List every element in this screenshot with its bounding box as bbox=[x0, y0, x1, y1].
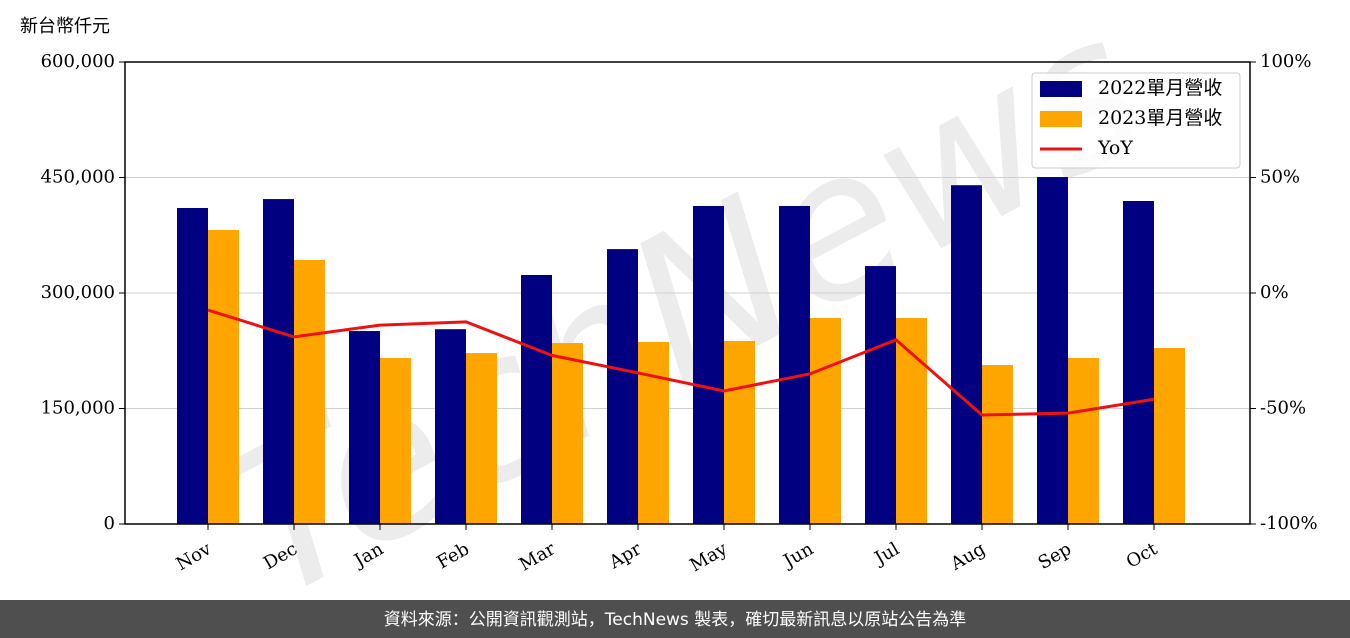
watermark: TechNews bbox=[188, 0, 1178, 638]
x-tick-label: Apr bbox=[605, 538, 645, 573]
y2-tick-label: -50% bbox=[1260, 398, 1306, 419]
y2-tick-label: 0% bbox=[1260, 282, 1289, 303]
bar bbox=[638, 341, 669, 524]
bar bbox=[435, 329, 466, 524]
legend-swatch bbox=[1040, 81, 1082, 97]
bar bbox=[552, 343, 583, 524]
y-tick-label: 450,000 bbox=[41, 167, 115, 188]
bar bbox=[607, 249, 638, 525]
x-tick-label: Sep bbox=[1035, 538, 1075, 573]
bar bbox=[779, 205, 810, 525]
y2-tick-label: 100% bbox=[1260, 51, 1311, 72]
y-tick-label: 150,000 bbox=[41, 398, 115, 419]
bar bbox=[865, 266, 896, 524]
plot-frame bbox=[124, 61, 1251, 525]
x-tick-label: Nov bbox=[173, 538, 216, 575]
x-tick-label: Jun bbox=[778, 538, 817, 573]
y2-tick-label: 50% bbox=[1260, 167, 1300, 188]
legend-label: 2023單月營收 bbox=[1098, 107, 1222, 129]
line bbox=[207, 308, 1155, 417]
bar bbox=[521, 274, 552, 524]
x-tick-label: Oct bbox=[1123, 538, 1162, 573]
bar bbox=[263, 199, 294, 524]
y-tick-label: 300,000 bbox=[41, 282, 115, 303]
legend-swatch bbox=[1040, 111, 1082, 127]
bar bbox=[466, 353, 497, 524]
y-tick-label: 600,000 bbox=[41, 51, 115, 72]
legend-box bbox=[1031, 72, 1241, 169]
bar bbox=[208, 230, 239, 524]
bar bbox=[349, 331, 380, 524]
x-tick-label: Jul bbox=[869, 538, 903, 570]
legend-label: 2022單月營收 bbox=[1098, 77, 1222, 99]
bar bbox=[1154, 347, 1185, 524]
bar bbox=[724, 340, 755, 524]
bar bbox=[982, 364, 1013, 524]
bar bbox=[1037, 177, 1068, 524]
bar bbox=[951, 185, 982, 524]
y2-tick-label: -100% bbox=[1260, 513, 1318, 534]
x-tick-label: May bbox=[686, 538, 731, 576]
x-tick-label: Mar bbox=[516, 538, 560, 575]
bar bbox=[810, 318, 841, 524]
bar bbox=[1068, 357, 1099, 524]
bar bbox=[1123, 200, 1154, 525]
bar bbox=[380, 357, 411, 524]
bar bbox=[177, 207, 208, 524]
bar bbox=[896, 318, 927, 524]
bar bbox=[693, 205, 724, 525]
y-tick-label: 0 bbox=[104, 513, 115, 534]
bar bbox=[294, 259, 325, 524]
x-tick-label: Aug bbox=[946, 538, 989, 575]
legend-label: YoY bbox=[1097, 137, 1133, 159]
footer: 資料來源：公開資訊觀測站，TechNews 製表，確切最新訊息以原站公告為準 bbox=[384, 610, 966, 630]
footer-bar bbox=[0, 600, 1350, 638]
y-axis-label: 新台幣仟元 bbox=[20, 16, 110, 37]
